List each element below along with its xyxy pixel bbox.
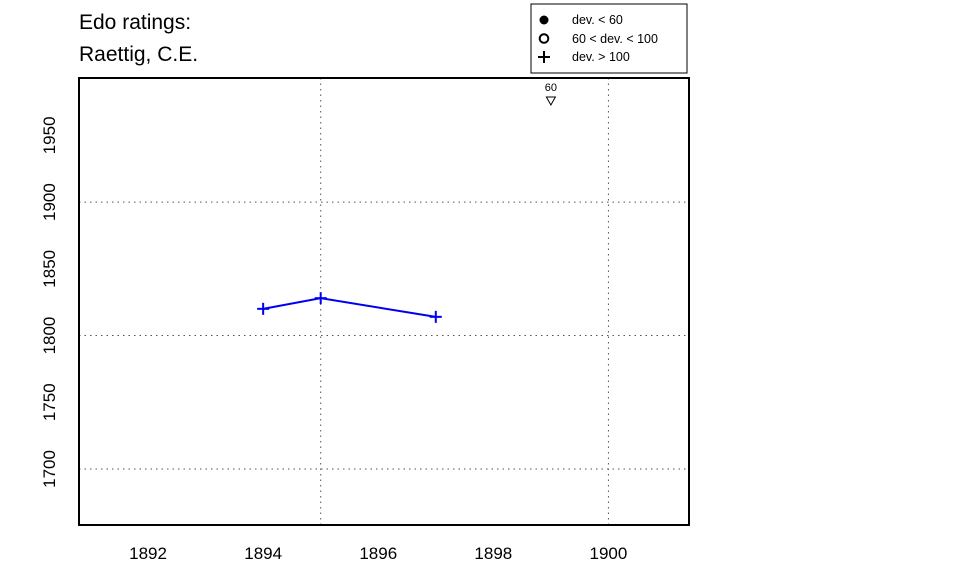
y-tick-label: 1750 bbox=[40, 383, 59, 421]
y-tick-label: 1900 bbox=[40, 183, 59, 221]
x-tick-label: 1896 bbox=[359, 544, 397, 563]
series-layer bbox=[257, 292, 442, 323]
legend-label-dev-lt-60: dev. < 60 bbox=[572, 13, 623, 27]
chart-title-line-2: Raettig, C.E. bbox=[79, 43, 198, 66]
legend-label-dev-gt-100: dev. > 100 bbox=[572, 50, 630, 64]
legend-label-dev-60-100: 60 < dev. < 100 bbox=[572, 32, 658, 46]
legend-box bbox=[530, 3, 688, 74]
x-tick-label: 1894 bbox=[244, 544, 282, 563]
series-line bbox=[262, 297, 436, 318]
legend-plus-icon bbox=[538, 51, 550, 63]
data-point-plus-marker bbox=[429, 310, 442, 323]
legend-filled-circle-icon bbox=[539, 15, 549, 25]
data-point-plus-marker bbox=[314, 292, 327, 305]
legend-open-circle-icon bbox=[538, 33, 550, 44]
x-tick-label: 1900 bbox=[590, 544, 628, 563]
data-point-plus-marker bbox=[257, 302, 270, 315]
y-axis-ticks: 1700 1750 1800 1850 1900 1950 bbox=[40, 116, 59, 487]
y-tick-label: 1700 bbox=[40, 450, 59, 488]
annotation-layer: 60 bbox=[545, 82, 557, 107]
chart-title-line-1: Edo ratings: bbox=[79, 11, 191, 34]
plot-frame bbox=[78, 77, 690, 526]
x-tick-label: 1898 bbox=[474, 544, 512, 563]
x-tick-label: 1892 bbox=[129, 544, 167, 563]
x-axis-ticks: 1892 1894 1896 1898 1900 bbox=[129, 544, 627, 563]
annotation-down-triangle-icon bbox=[545, 96, 557, 107]
legend: dev. < 60 60 < dev. < 100 dev. > 100 bbox=[530, 3, 688, 74]
y-tick-label: 1800 bbox=[40, 317, 59, 355]
y-tick-label: 1950 bbox=[40, 116, 59, 154]
y-tick-label: 1850 bbox=[40, 250, 59, 288]
annotation-label: 60 bbox=[545, 82, 557, 94]
gridlines bbox=[79, 78, 689, 525]
